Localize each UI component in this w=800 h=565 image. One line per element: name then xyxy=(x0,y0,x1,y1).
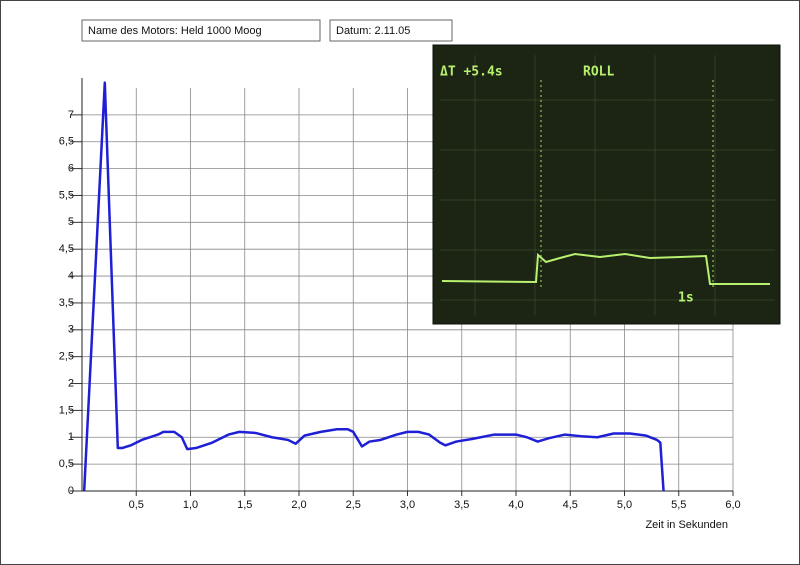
inset-background xyxy=(432,44,781,325)
x-tick-label: 6,0 xyxy=(725,499,740,511)
date: Datum: 2.11.05 xyxy=(336,25,410,37)
header-box xyxy=(81,19,321,42)
x-tick-label: 4,5 xyxy=(563,499,578,511)
motor-name: Name des Motors: Held 1000 Moog xyxy=(88,25,262,37)
x-tick-label: 2,0 xyxy=(291,499,306,511)
y-tick-label: 5,5 xyxy=(59,189,74,201)
x-tick-label: 3,5 xyxy=(454,499,469,511)
x-tick-label: 1,0 xyxy=(183,499,198,511)
inset-text: ROLL xyxy=(583,65,614,80)
y-tick-label: 1,5 xyxy=(59,404,74,416)
inset-text: ΔT +5.4s xyxy=(440,65,503,80)
oscilloscope-inset: ΔT +5.4s ROLL 1s xyxy=(432,44,781,325)
x-tick-label: 3,0 xyxy=(400,499,415,511)
x-tick-label: 4,0 xyxy=(508,499,523,511)
y-tick-label: 3,5 xyxy=(59,297,74,309)
y-tick-label: 2,5 xyxy=(59,351,74,363)
x-tick-label: 5,5 xyxy=(671,499,686,511)
x-tick-label: 1,5 xyxy=(237,499,252,511)
inset-trace xyxy=(441,252,770,285)
plot-area: 00,511,522,533,544,555,566,570,5 1,0 1,5 2,… xyxy=(59,78,741,511)
inset-grid xyxy=(440,55,775,315)
x-tick-label: 5,0 xyxy=(617,499,632,511)
x-tick-label: 0,5 xyxy=(129,499,144,511)
x-tick-label: 2,5 xyxy=(346,499,361,511)
y-tick-label: 0,5 xyxy=(59,458,74,470)
inset-text: 1s xyxy=(678,291,694,306)
y-tick-label: 4,5 xyxy=(59,243,74,255)
header-box xyxy=(329,19,453,42)
x-axis-label: Zeit in Sekunden xyxy=(645,519,728,531)
y-tick-label: 6,5 xyxy=(59,136,74,148)
data-line xyxy=(82,81,665,492)
